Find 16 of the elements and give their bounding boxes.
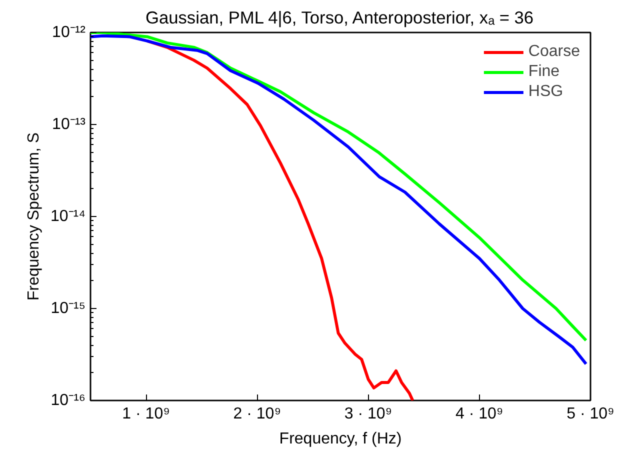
x-tick-label: 3 · 10⁹ — [344, 406, 392, 422]
chart-title: Gaussian, PML 4|6, Torso, Anteroposterior, xₐ = 36 — [146, 8, 534, 28]
y-axis-title: Frequency Spectrum, S — [26, 132, 42, 301]
x-axis-title: Frequency, f (Hz) — [279, 430, 402, 448]
legend-label: Fine — [528, 63, 560, 81]
x-tick-label: 5 · 10⁹ — [566, 406, 614, 422]
legend-label: Coarse — [528, 43, 580, 61]
y-tick-label: 10⁻¹⁴ — [50, 208, 86, 225]
y-tick-label: 10⁻¹³ — [52, 116, 86, 133]
y-tick-label: 10⁻¹² — [52, 24, 86, 41]
x-tick-label: 1 · 10⁹ — [122, 406, 170, 422]
x-tick-label: 4 · 10⁹ — [456, 406, 504, 422]
x-tick-label: 2 · 10⁹ — [233, 406, 282, 422]
y-tick-label: 10⁻¹⁵ — [50, 300, 86, 317]
legend-label: HSG — [528, 83, 564, 101]
y-tick-label: 10⁻¹⁶ — [50, 392, 86, 409]
